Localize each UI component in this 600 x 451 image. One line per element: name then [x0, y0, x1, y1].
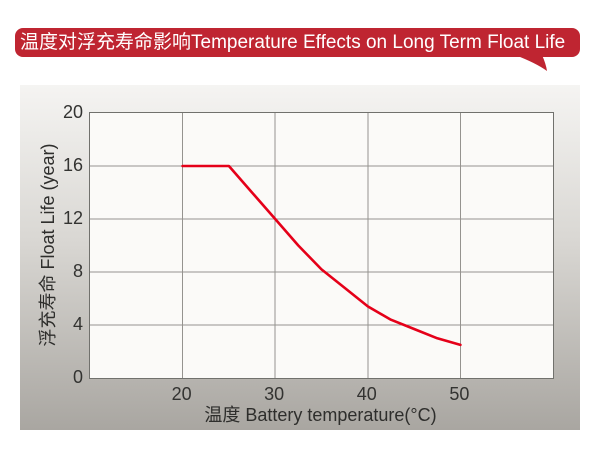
y-tick-label: 20 — [62, 102, 83, 122]
banner-tail-pointer — [515, 55, 547, 71]
x-tick-label: 30 — [264, 384, 285, 404]
y-tick-label: 8 — [72, 261, 83, 281]
title-banner: 温度对浮充寿命影响Temperature Effects on Long Ter… — [15, 28, 580, 57]
plot-canvas — [90, 113, 553, 378]
x-axis-title: 温度 Battery temperature(°C) — [204, 405, 437, 425]
y-tick-label: 12 — [62, 208, 83, 228]
banner-title-en: Temperature Effects on Long Term Float L… — [191, 32, 566, 53]
y-axis-title: 浮充寿命 Float Life (year) — [38, 143, 58, 347]
plot-area — [89, 112, 554, 379]
x-tick-label: 40 — [356, 384, 377, 404]
banner-title-zh: 温度对浮充寿命影响 — [20, 32, 192, 53]
y-tick-label: 0 — [72, 367, 83, 387]
y-tick-label: 16 — [62, 155, 83, 175]
x-tick-label: 50 — [449, 384, 470, 404]
y-tick-label: 4 — [72, 314, 83, 334]
float-life-curve — [181, 164, 462, 347]
x-tick-label: 20 — [171, 384, 192, 404]
